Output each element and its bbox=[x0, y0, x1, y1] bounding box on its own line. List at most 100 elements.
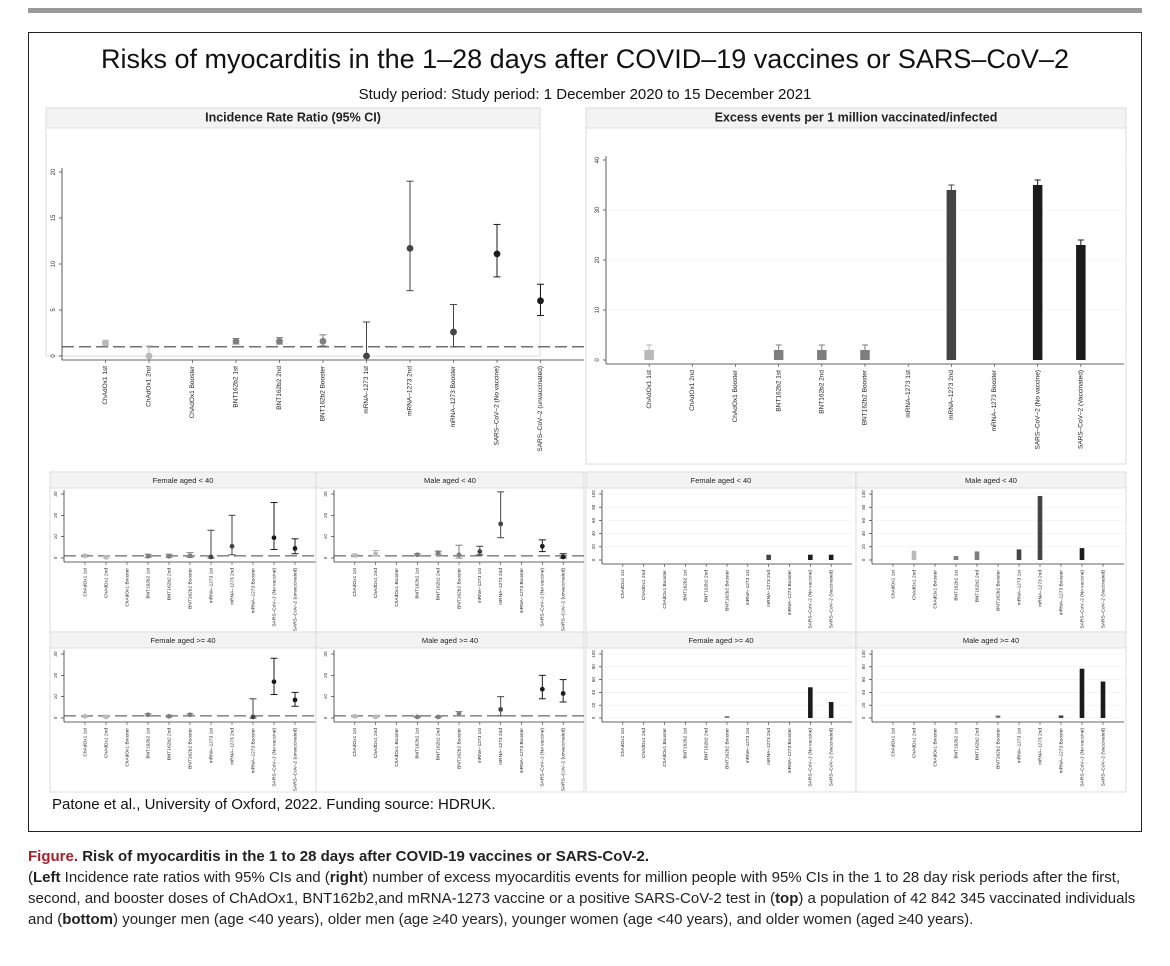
caption-bottom: bottom bbox=[62, 911, 114, 928]
y-tick-label: 10 bbox=[323, 534, 328, 540]
point bbox=[229, 543, 235, 549]
x-tick-label: BNT162b2 Booster bbox=[320, 365, 327, 421]
y-tick-label: 0 bbox=[53, 716, 58, 719]
y-tick-label: 20 bbox=[595, 256, 601, 263]
x-tick-label: BNT162b2 2nd bbox=[435, 568, 441, 601]
y-tick-label: 100 bbox=[591, 490, 596, 498]
x-tick-label: mRNA–1273 2nd bbox=[766, 570, 772, 607]
y-tick-label: 100 bbox=[591, 650, 596, 658]
panel-header bbox=[855, 631, 1127, 649]
x-tick-label: BNT162b2 Booster bbox=[995, 728, 1001, 769]
y-tick-label: 0 bbox=[595, 358, 601, 362]
panel-frame bbox=[45, 107, 541, 357]
x-tick-label: mRNA–1273 Booster bbox=[787, 728, 793, 774]
y-tick-label: 30 bbox=[53, 491, 58, 497]
point bbox=[145, 712, 151, 718]
panel-title: Female aged >= 40 bbox=[150, 636, 215, 645]
y-tick-label: 80 bbox=[591, 504, 596, 510]
caption-text-3: ) a population of 42 842 345 vaccinated … bbox=[28, 890, 1136, 928]
x-tick-label: ChAdOx1 2nd bbox=[641, 570, 647, 600]
point bbox=[537, 297, 544, 305]
caption-heading: Risk of myocarditis in the 1 to 28 days … bbox=[82, 848, 650, 865]
x-tick-label: ChAdOx1 1st bbox=[620, 569, 626, 598]
x-tick-label: BNT162b2 2nd bbox=[276, 366, 283, 410]
bar bbox=[828, 554, 834, 560]
bar bbox=[946, 190, 957, 360]
panel-header bbox=[315, 631, 585, 649]
x-tick-label: mRNA–1273 2nd bbox=[948, 370, 955, 420]
x-tick-label: BNT162b2 Booster bbox=[187, 728, 193, 769]
panel-frame bbox=[855, 471, 1127, 633]
point bbox=[82, 553, 88, 559]
bar bbox=[808, 687, 813, 718]
bar bbox=[911, 550, 917, 560]
y-tick-label: 30 bbox=[323, 491, 328, 497]
x-tick-label: mRNA–1273 2nd bbox=[766, 728, 772, 765]
panel-title: Female aged < 40 bbox=[153, 476, 214, 485]
bar bbox=[724, 716, 730, 718]
y-tick-label: 30 bbox=[53, 651, 58, 657]
caption-text-2: ) number of excess myocarditis events fo… bbox=[28, 869, 1121, 907]
x-tick-label: BNT162b2 1st bbox=[415, 727, 421, 758]
top-rule bbox=[28, 8, 1142, 13]
x-tick-label: BNT162b2 1st bbox=[953, 727, 959, 758]
chart-excess-female-40plus: Female aged >= 40 0 20 40 60 80 100 ChAdOx1 1st… bbox=[585, 631, 857, 793]
x-tick-label: BNT162b2 1st bbox=[415, 567, 421, 598]
y-tick-label: 30 bbox=[595, 206, 601, 213]
x-tick-label: SARS–CoV–2 (Vaccinated) bbox=[828, 570, 834, 629]
y-tick-label: 60 bbox=[591, 517, 596, 523]
x-tick-label: ChAdOx1 Booster bbox=[124, 568, 130, 607]
chart-irr-female-under40: Female aged < 40 0 10 20 30 ChAdOx1 1st ChAdOx… bbox=[49, 471, 317, 633]
point bbox=[373, 714, 379, 720]
point bbox=[406, 244, 414, 252]
x-tick-label: BNT162b2 2nd bbox=[974, 728, 980, 761]
point bbox=[103, 554, 109, 560]
panel-title: Incidence Rate Ratio (95% CI) bbox=[205, 111, 381, 125]
x-tick-label: SARS–CoV–2 (Vaccinated) bbox=[828, 728, 834, 787]
bar bbox=[1058, 715, 1064, 718]
point bbox=[319, 337, 327, 345]
y-tick-label: 20 bbox=[51, 168, 57, 175]
x-tick-label: SARS–CoV–2 (No vaccine) bbox=[1034, 370, 1041, 449]
panel-header bbox=[855, 471, 1127, 489]
x-tick-label: SARS–CoV–2 (No vaccine) bbox=[540, 568, 546, 627]
chart-irr-male-under40: Male aged < 40 0 10 20 30 ChAdOx1 1st ChAdOx1 … bbox=[315, 471, 585, 633]
y-tick-label: 20 bbox=[323, 672, 328, 678]
chart-irr-female-40plus: Female aged >= 40 0 10 20 30 ChAdOx1 1st ChAdO… bbox=[49, 631, 317, 793]
point bbox=[363, 352, 370, 360]
bar bbox=[974, 551, 980, 560]
panel-title: Male aged < 40 bbox=[424, 476, 476, 485]
x-tick-label: SARS–CoV–2 (No vaccine) bbox=[808, 570, 814, 629]
y-tick-label: 100 bbox=[861, 650, 866, 658]
y-tick-label: 40 bbox=[591, 531, 596, 537]
x-tick-label: BNT162b2 2nd bbox=[435, 728, 441, 761]
x-tick-label: BNT162b2 1st bbox=[145, 567, 151, 598]
bar bbox=[1079, 548, 1085, 560]
x-tick-label: ChAdOx1 2nd bbox=[689, 370, 696, 411]
y-tick-label: 20 bbox=[591, 702, 596, 708]
x-tick-label: mRNA–1273 Booster bbox=[1058, 728, 1064, 774]
x-tick-label: ChAdOx1 Booster bbox=[932, 570, 938, 609]
y-tick-label: 0 bbox=[861, 716, 866, 719]
x-tick-label: BNT162b2 1st bbox=[953, 569, 959, 600]
x-tick-label: ChAdOx1 2nd bbox=[373, 728, 379, 758]
panel-title: Female aged < 40 bbox=[691, 476, 752, 485]
point bbox=[435, 714, 441, 720]
panel-title: Female aged >= 40 bbox=[688, 636, 753, 645]
y-tick-label: 20 bbox=[323, 512, 328, 518]
caption-top: top bbox=[775, 890, 799, 907]
x-tick-label: SARS–CoV–2 (unvaccinated) bbox=[292, 568, 298, 632]
x-tick-label: BNT162b2 Booster bbox=[862, 369, 869, 425]
point bbox=[187, 553, 193, 559]
y-tick-label: 0 bbox=[591, 558, 596, 561]
point bbox=[456, 552, 462, 558]
bar bbox=[1016, 549, 1022, 560]
bar bbox=[766, 554, 771, 560]
bar bbox=[1076, 245, 1086, 360]
x-tick-label: mRNA–1273 2nd bbox=[1037, 728, 1043, 765]
y-tick-label: 10 bbox=[323, 694, 328, 700]
point bbox=[145, 553, 151, 559]
point bbox=[103, 714, 109, 720]
x-tick-label: SARS–CoV–2 (unvaccinated) bbox=[560, 568, 566, 632]
